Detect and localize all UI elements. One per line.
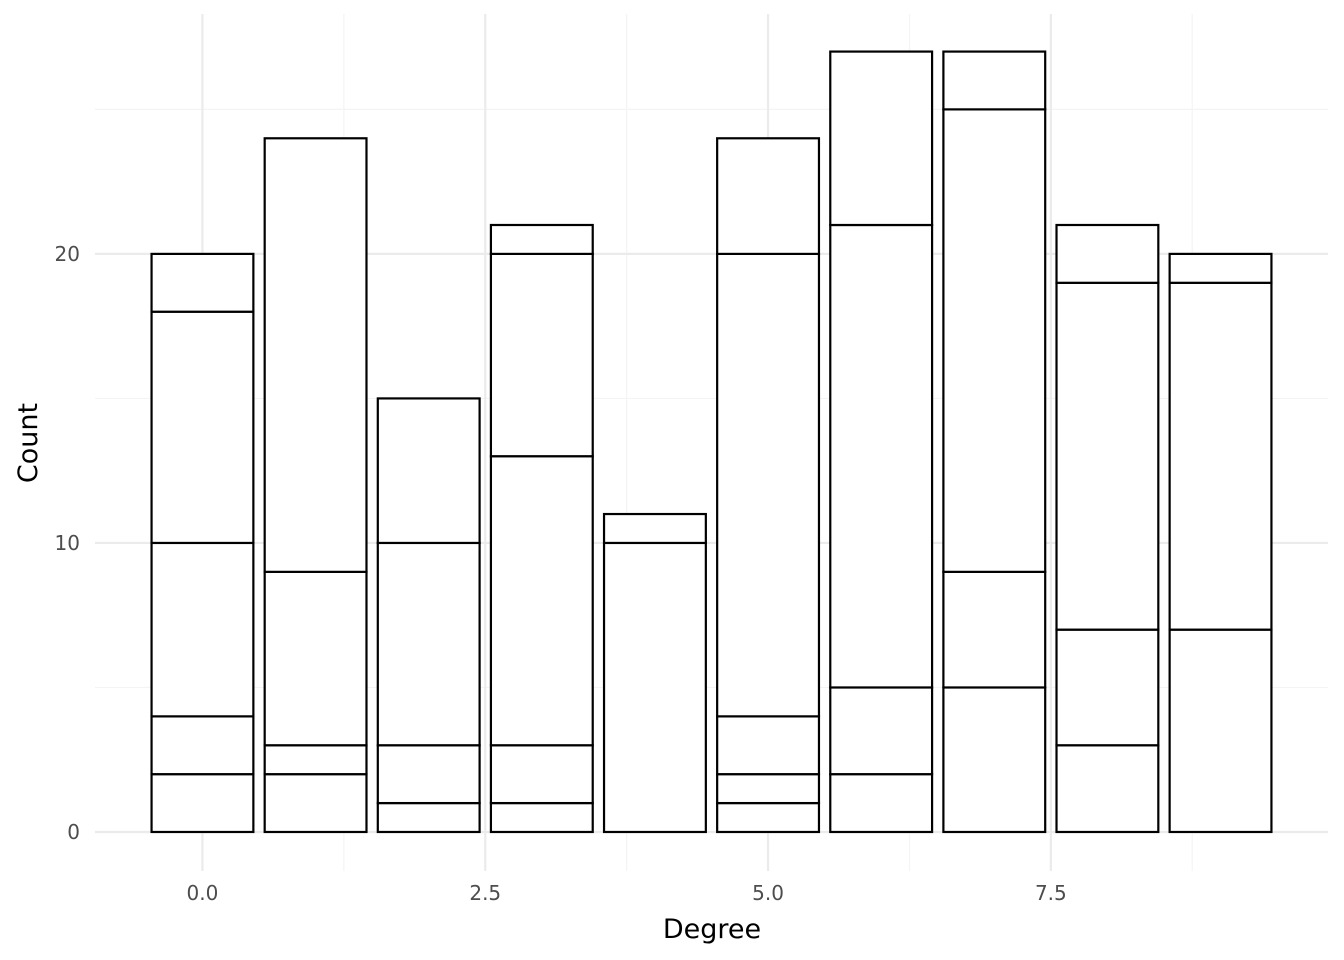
y-tick-label: 0	[67, 820, 80, 844]
bar-segment	[1168, 628, 1273, 834]
y-tick-label: 20	[55, 242, 80, 266]
bar-segment	[1168, 252, 1273, 284]
bar-segment	[150, 252, 255, 313]
y-axis-title: Count	[13, 403, 44, 483]
bar-segment	[489, 455, 594, 747]
x-tick-label: 2.5	[469, 881, 501, 905]
bar-segment	[716, 715, 821, 776]
bar-segment	[263, 744, 368, 776]
x-tick-label: 5.0	[752, 881, 784, 905]
bar-segment	[489, 744, 594, 805]
bar-segment	[942, 108, 1047, 573]
bar-segment	[829, 223, 934, 689]
bar-segment	[716, 252, 821, 718]
bar-segment	[942, 686, 1047, 834]
x-axis-ticks: 0.0 2.5 5.0 7.5	[187, 881, 1067, 905]
bar-segment	[829, 686, 934, 776]
bar-segment	[716, 137, 821, 256]
bar-segment	[716, 801, 821, 834]
bar-segment	[489, 801, 594, 834]
bar-segment	[1055, 223, 1160, 284]
bar-segment	[942, 50, 1047, 111]
bar-segment	[1168, 281, 1273, 631]
bar-segment	[263, 570, 368, 747]
bar-segment	[263, 773, 368, 834]
bar-segment	[602, 512, 707, 545]
bar-segment	[376, 541, 481, 747]
bar-segment	[489, 223, 594, 256]
bar-segment	[376, 801, 481, 834]
bar-segment	[829, 773, 934, 834]
bar-segment	[150, 310, 255, 545]
bar-segment	[150, 541, 255, 718]
bar-segment	[1055, 628, 1160, 747]
bar-segment	[1055, 744, 1160, 834]
x-tick-label: 7.5	[1035, 881, 1067, 905]
bar-segment	[942, 570, 1047, 689]
bars	[150, 50, 1273, 834]
bar-segment	[150, 773, 255, 834]
bar-segment	[602, 541, 707, 834]
bar-segment	[376, 744, 481, 805]
bar-segment	[150, 715, 255, 776]
bar-segment	[263, 137, 368, 573]
bar-segment	[1055, 281, 1160, 631]
y-tick-label: 10	[55, 531, 80, 555]
bar-segment	[489, 252, 594, 458]
x-axis-title: Degree	[663, 914, 761, 945]
bar-segment	[376, 397, 481, 545]
y-axis-ticks: 0 10 20	[55, 242, 80, 844]
bar-segment	[716, 773, 821, 805]
x-tick-label: 0.0	[187, 881, 219, 905]
bar-segment	[829, 50, 934, 227]
